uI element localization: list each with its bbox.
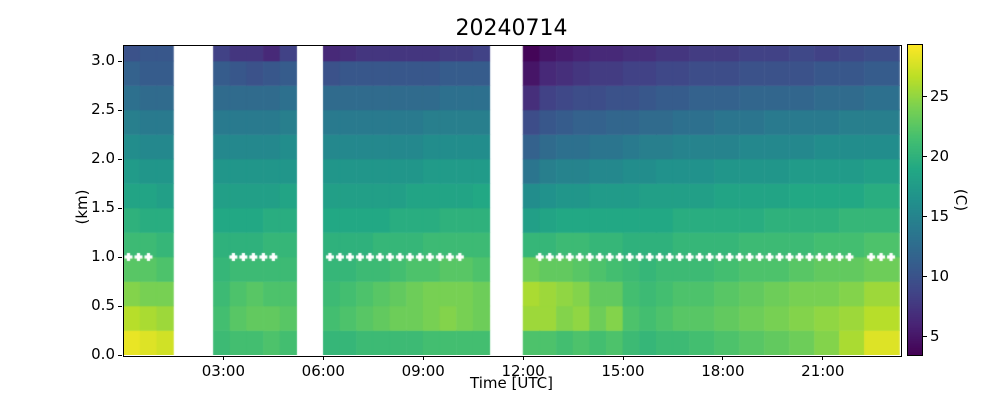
colorbar-tick-mark <box>923 156 927 158</box>
x-tick-label: 06:00 <box>301 362 345 380</box>
colorbar-tick-mark <box>923 216 927 218</box>
x-tick-label: 15:00 <box>601 362 645 380</box>
y-tick-label: 0.0 <box>91 345 115 363</box>
x-tick-mark <box>322 356 324 360</box>
heatmap-canvas <box>123 45 900 355</box>
x-tick-mark <box>522 356 524 360</box>
colorbar-tick-label: 15 <box>930 206 950 225</box>
y-tick-mark <box>118 207 122 209</box>
y-tick-label: 2.0 <box>91 149 115 167</box>
y-tick-label: 2.5 <box>91 100 115 118</box>
x-tick-label: 09:00 <box>401 362 445 380</box>
colorbar-tick-label: 20 <box>930 146 950 165</box>
x-tick-mark <box>222 356 224 360</box>
x-tick-mark <box>822 356 824 360</box>
colorbar-canvas <box>907 44 923 356</box>
colorbar-tick-label: 25 <box>930 86 950 105</box>
x-tick-label: 12:00 <box>501 362 545 380</box>
y-tick-label: 0.5 <box>91 296 115 314</box>
x-axis-label: Time [UTC] <box>470 374 553 392</box>
x-tick-label: 03:00 <box>201 362 245 380</box>
x-tick-label: 21:00 <box>801 362 845 380</box>
y-tick-mark <box>118 109 122 111</box>
x-tick-mark <box>422 356 424 360</box>
colorbar-tick-mark <box>923 96 927 98</box>
colorbar-tick-label: 10 <box>930 266 950 285</box>
y-tick-mark <box>118 158 122 160</box>
chart-title: 20240714 <box>455 16 568 41</box>
x-tick-label: 18:00 <box>701 362 745 380</box>
y-tick-mark <box>118 256 122 258</box>
colorbar-tick-label: 5 <box>930 326 940 345</box>
y-tick-label: 3.0 <box>91 51 115 69</box>
colorbar-tick-mark <box>923 276 927 278</box>
y-tick-label: 1.5 <box>91 198 115 216</box>
x-tick-mark <box>722 356 724 360</box>
y-tick-mark <box>118 60 122 62</box>
x-tick-mark <box>622 356 624 360</box>
y-tick-mark <box>118 305 122 307</box>
colorbar-tick-mark <box>923 336 927 338</box>
y-tick-mark <box>118 354 122 356</box>
y-tick-label: 1.0 <box>91 247 115 265</box>
